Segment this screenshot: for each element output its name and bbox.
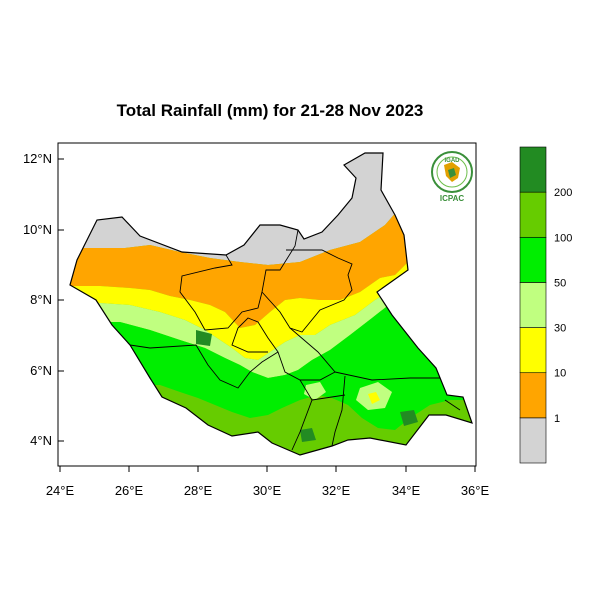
- state-boundaries: [129, 229, 461, 451]
- zone-10-30mm: [70, 260, 472, 360]
- zone-above-200mm-patch-2: [400, 410, 418, 426]
- latitude-axis: 12°N 10°N 8°N 6°N 4°N: [23, 151, 64, 448]
- lon-tick-label: 32°E: [322, 483, 351, 498]
- color-legend: 1 10 30 50 100 200: [519, 146, 572, 464]
- legend-swatch: [519, 146, 547, 193]
- zone-above-200mm-patch-1: [196, 330, 212, 346]
- zone-above-200mm-patch-3: [300, 428, 316, 442]
- lat-tick-label: 10°N: [23, 222, 52, 237]
- lat-tick-label: 8°N: [30, 292, 52, 307]
- legend-swatch: [519, 327, 547, 374]
- legend-swatch: [519, 372, 547, 419]
- lon-tick-label: 24°E: [46, 483, 75, 498]
- lon-tick-label: 36°E: [461, 483, 490, 498]
- legend-label: 100: [554, 232, 572, 244]
- icpac-logo: IGAD ICPAC: [431, 151, 473, 203]
- legend-label: 50: [554, 277, 566, 289]
- legend-label: 200: [554, 187, 572, 199]
- legend-swatch: [519, 236, 547, 283]
- legend-label: 30: [554, 323, 566, 335]
- legend-swatch: [519, 417, 547, 464]
- zone-1-10mm: [70, 210, 472, 328]
- zone-30-50mm: [70, 285, 472, 378]
- lon-tick-label: 30°E: [253, 483, 282, 498]
- legend-swatch: [519, 191, 547, 238]
- logo-bottom-text: ICPAC: [440, 194, 465, 203]
- map-title: Total Rainfall (mm) for 21-28 Nov 2023: [116, 101, 424, 120]
- lon-tick-label: 26°E: [115, 483, 144, 498]
- country-outline: [69, 152, 473, 456]
- legend-label: 1: [554, 413, 560, 425]
- lat-tick-label: 4°N: [30, 433, 52, 448]
- longitude-axis: 24°E 26°E 28°E 30°E 32°E 34°E 36°E: [46, 466, 490, 498]
- logo-top-text: IGAD: [445, 158, 461, 164]
- lon-tick-label: 34°E: [392, 483, 421, 498]
- legend-label: 10: [554, 368, 566, 380]
- lat-tick-label: 6°N: [30, 363, 52, 378]
- lat-tick-label: 12°N: [23, 151, 52, 166]
- zone-10-30mm-patch-east: [368, 392, 380, 404]
- legend-swatch: [519, 282, 547, 328]
- lon-tick-label: 28°E: [184, 483, 213, 498]
